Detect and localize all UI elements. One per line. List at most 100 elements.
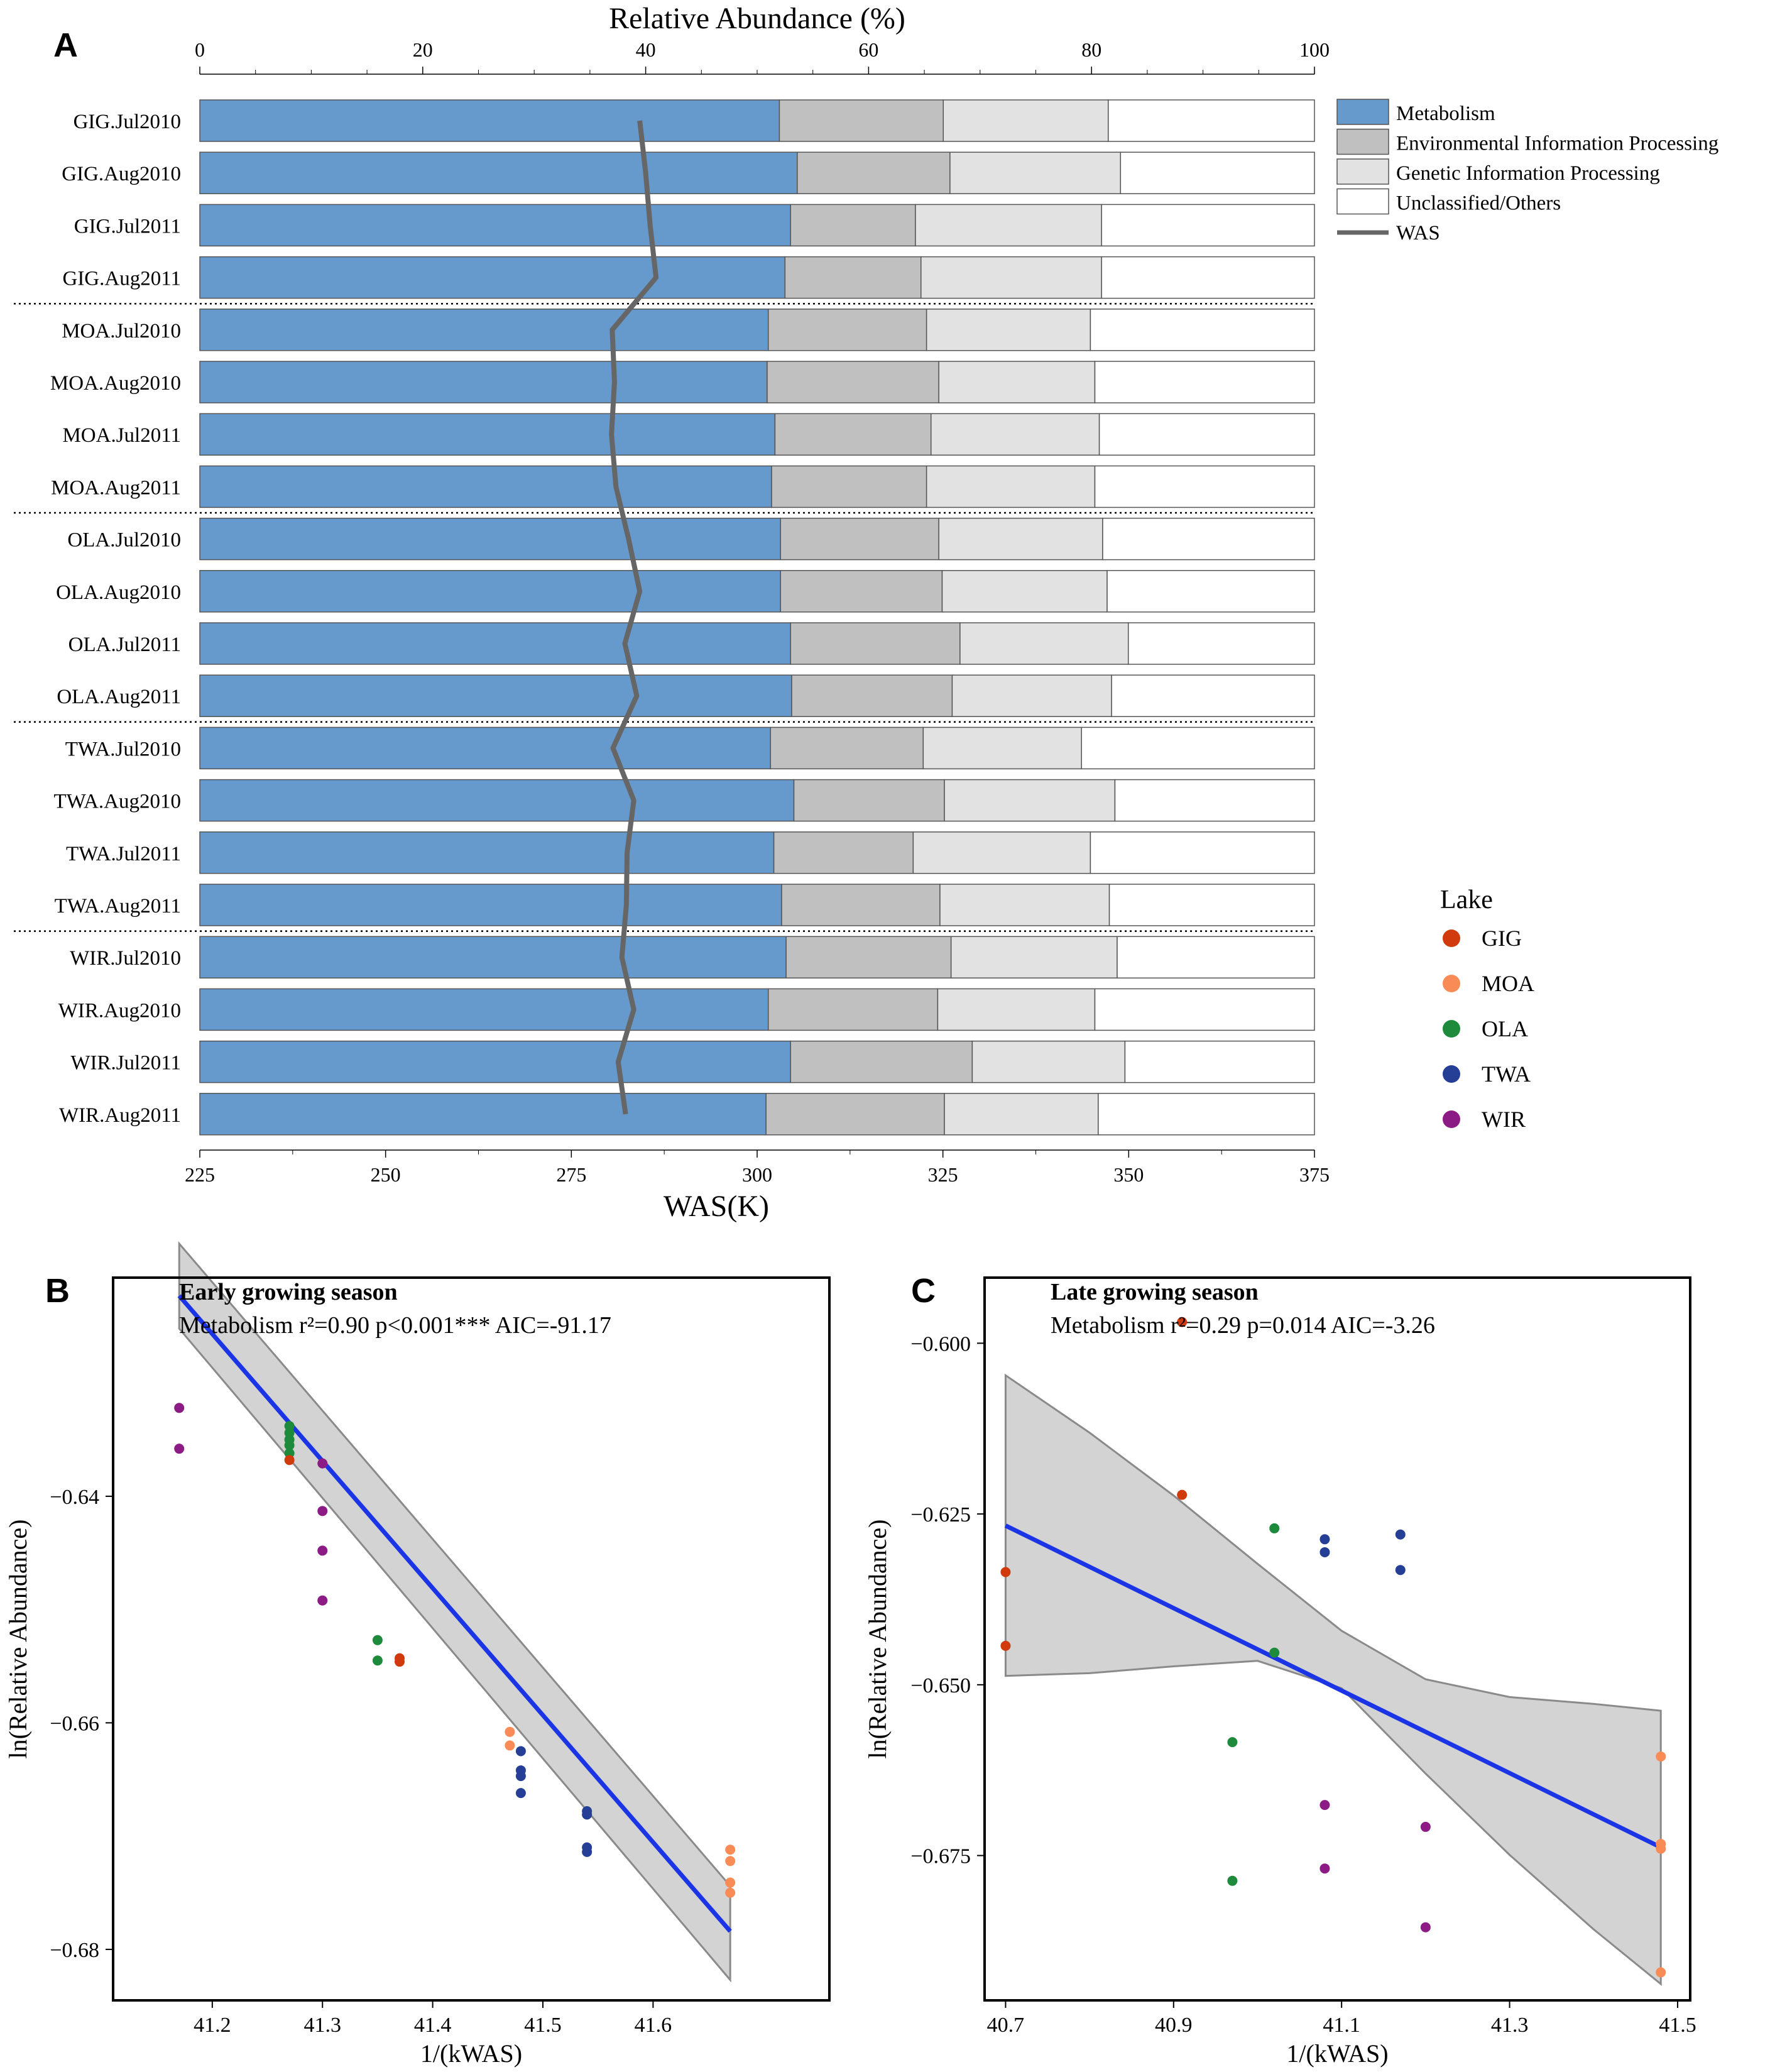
category-label: OLA.Jul2010: [67, 529, 181, 552]
lake-legend-marker: [1443, 1020, 1460, 1038]
genetic-segment: [915, 204, 1102, 247]
unclassified-segment: [1102, 517, 1315, 561]
unclassified-segment: [1101, 204, 1315, 247]
top-axis-tick-label: 20: [413, 38, 433, 61]
data-point: [505, 1740, 515, 1751]
was-line: [609, 120, 659, 1115]
top-axis-tick-label: 100: [1299, 38, 1330, 61]
bottom-axis-tick-label: 275: [556, 1163, 586, 1186]
data-point: [1420, 1922, 1431, 1932]
data-point: [505, 1726, 515, 1737]
genetic-segment: [950, 936, 1118, 978]
data-point: [1395, 1565, 1406, 1576]
regression-line: [1004, 1523, 1662, 1850]
top-axis-tick-label: 40: [636, 38, 656, 61]
data-point: [1227, 1875, 1238, 1886]
environmental-segment: [784, 256, 922, 299]
genetic-segment: [941, 570, 1108, 613]
unclassified-segment: [1090, 831, 1315, 874]
metabolism-segment: [199, 256, 786, 299]
data-point: [515, 1771, 526, 1782]
data-point: [1656, 1843, 1666, 1854]
category-label: TWA.Jul2010: [65, 738, 181, 760]
bottom-axis-tick-label: 225: [185, 1163, 215, 1186]
lake-legend-marker: [1443, 929, 1460, 947]
y-tick-label: −0.68: [50, 1939, 99, 1962]
legend-label: Unclassified/Others: [1396, 192, 1561, 215]
data-point: [1656, 1967, 1666, 1978]
data-point: [725, 1877, 736, 1888]
lake-legend-label: OLA: [1482, 1016, 1528, 1041]
data-point: [174, 1403, 185, 1413]
x-axis-label: 1/(kWAS): [420, 2039, 522, 2068]
data-point: [317, 1545, 328, 1556]
x-tick-label: 40.7: [987, 2014, 1025, 2037]
metabolism-segment: [199, 622, 791, 665]
category-label: GIG.Aug2010: [62, 163, 181, 185]
unclassified-segment: [1120, 151, 1315, 194]
x-tick-label: 41.5: [1659, 2014, 1696, 2037]
plot-title: Late growing season: [1051, 1279, 1259, 1305]
panel-a: A Relative Abundance (%) 0 20 40 60 80 100 GIG.J…: [14, 2, 1718, 1223]
y-tick-label: −0.600: [910, 1332, 971, 1356]
lake-legend-marker: [1443, 1110, 1460, 1128]
category-label: OLA.Jul2011: [68, 633, 181, 656]
unclassified-segment: [1094, 988, 1315, 1031]
category-label: MOA.Jul2011: [62, 424, 181, 447]
plot-title: Early growing season: [179, 1279, 398, 1305]
y-axis-label: ln(Relative Abundance): [4, 1520, 32, 1759]
x-tick-label: 41.3: [303, 2014, 341, 2037]
metabolism-segment: [199, 831, 775, 874]
stats-annotation: Metabolism r²=0.29 p=0.014 AIC=-3.26: [1051, 1312, 1435, 1339]
legend-label: Metabolism: [1396, 102, 1495, 125]
genetic-segment: [922, 726, 1082, 770]
data-point: [317, 1595, 328, 1606]
data-point: [372, 1655, 383, 1666]
category-label: WIR.Jul2010: [70, 947, 181, 970]
genetic-segment: [930, 413, 1100, 456]
data-point: [317, 1506, 328, 1516]
metabolism-segment: [199, 204, 791, 247]
data-point: [1227, 1737, 1238, 1748]
environmental-segment: [790, 1040, 973, 1083]
environmental-segment: [780, 570, 943, 613]
lake-legend-label: WIR: [1482, 1107, 1526, 1132]
genetic-segment: [926, 465, 1096, 508]
metabolism-segment: [199, 465, 772, 508]
y-tick-label: −0.625: [910, 1503, 971, 1527]
environmental-segment: [767, 309, 927, 351]
environmental-segment: [790, 204, 916, 247]
metabolism-segment: [199, 517, 782, 561]
data-point: [1000, 1567, 1011, 1577]
legend-swatch: [1336, 128, 1389, 155]
unclassified-segment: [1094, 465, 1315, 508]
environmental-segment: [778, 99, 944, 142]
metabolism-segment: [199, 413, 776, 456]
category-label: GIG.Aug2011: [62, 268, 181, 290]
metabolism-segment: [199, 936, 787, 978]
metabolism-segment: [199, 726, 772, 770]
unclassified-segment: [1124, 1040, 1315, 1083]
top-axis-title: Relative Abundance (%): [609, 2, 905, 35]
genetic-segment: [949, 151, 1122, 194]
metabolism-segment: [199, 361, 768, 403]
environmental-segment: [770, 726, 924, 770]
metabolism-segment: [199, 1093, 767, 1136]
bottom-axis-title: WAS(K): [664, 1190, 769, 1223]
data-point: [1395, 1529, 1406, 1540]
genetic-segment: [944, 779, 1116, 822]
data-point: [174, 1444, 185, 1454]
data-point: [1000, 1640, 1011, 1651]
data-point: [284, 1455, 295, 1466]
panel-label-b: B: [45, 1272, 70, 1310]
legend-swatch: [1336, 99, 1389, 125]
environmental-segment: [767, 988, 939, 1031]
unclassified-segment: [1081, 726, 1315, 770]
legend-swatch: [1336, 158, 1389, 185]
y-tick-label: −0.675: [910, 1845, 971, 1868]
x-tick-label: 40.9: [1155, 2014, 1193, 2037]
unclassified-segment: [1114, 779, 1315, 822]
unclassified-segment: [1108, 884, 1315, 926]
panel-label-c: C: [911, 1272, 936, 1310]
